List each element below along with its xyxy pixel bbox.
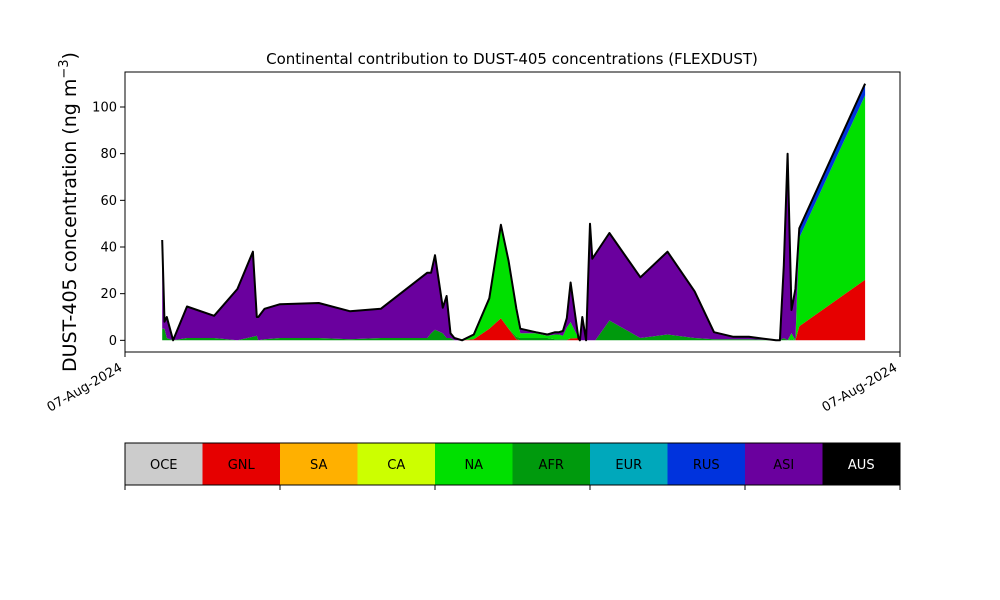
y-tick-label: 80 [100, 147, 117, 162]
legend-label-aus: AUS [848, 458, 875, 473]
legend-swatch-ca [357, 443, 436, 485]
legend-swatch-eur [590, 443, 668, 485]
legend-swatch-rus [667, 443, 746, 485]
plot-frame [124, 71, 901, 353]
legend-label-ca: CA [387, 458, 405, 473]
y-axis: 0 20 40 60 80 100 [92, 101, 125, 349]
y-tick-label: 20 [100, 287, 117, 302]
total-concentration-line [161, 83, 867, 342]
legend-swatch-sa [280, 443, 358, 485]
continent-colorbar-legend: OCE GNL SA CA NA AFR EUR RUS ASI AUS [124, 442, 901, 490]
x-axis: 07-Aug-2024 07-Aug-2024 [45, 352, 901, 416]
legend-swatch-afr [512, 443, 591, 485]
y-tick-label: 100 [92, 101, 117, 116]
legend-label-gnl: GNL [228, 458, 256, 473]
x-tick-label-start: 07-Aug-2024 [45, 360, 125, 415]
y-tick-label: 0 [109, 334, 117, 349]
legend-label-sa: SA [310, 458, 327, 473]
y-axis-label: DUST-405 concentration (ng m−3) [57, 52, 81, 372]
legend-frame [124, 442, 901, 486]
legend-swatch-oce [125, 443, 203, 485]
legend-swatch-gnl [202, 443, 281, 485]
legend-swatch-na [435, 443, 513, 485]
legend-label-na: NA [464, 458, 483, 473]
legend-label-oce: OCE [150, 458, 178, 473]
chart-title: Continental contribution to DUST-405 con… [266, 50, 758, 68]
legend-label-eur: EUR [615, 458, 642, 473]
stacked-area-layer [162, 83, 866, 341]
y-tick-label: 40 [100, 241, 117, 256]
area-asi [162, 83, 866, 341]
x-tick-label-end: 07-Aug-2024 [820, 360, 900, 415]
area-na [162, 95, 866, 341]
legend-label-afr: AFR [539, 458, 564, 473]
legend-swatch-asi [745, 443, 823, 485]
legend-label-asi: ASI [773, 458, 794, 473]
y-tick-label: 60 [100, 194, 117, 209]
legend-label-rus: RUS [693, 458, 720, 473]
legend-swatch-aus [822, 443, 901, 485]
